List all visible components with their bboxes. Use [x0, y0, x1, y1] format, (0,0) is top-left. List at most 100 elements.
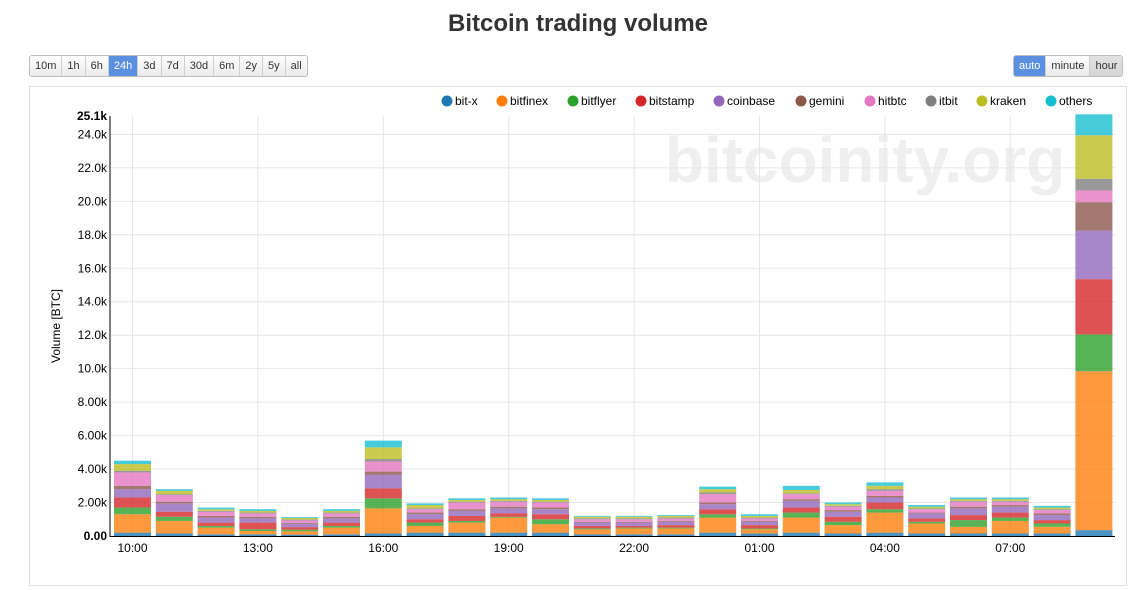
bar-segment-hitbtc: [657, 518, 695, 521]
resolution-minute-button[interactable]: minute: [1045, 56, 1089, 76]
bar-segment-bitstamp: [197, 522, 235, 526]
range-2y-button[interactable]: 2y: [239, 56, 262, 76]
legend-marker-bitfinex[interactable]: [496, 95, 508, 107]
bar-segment-bit-x: [824, 533, 862, 536]
bar-segment-bitfinex: [741, 529, 778, 534]
bar-segment-others: [991, 497, 1029, 500]
bar-segment-bitfinex: [239, 530, 277, 535]
legend-marker-itbit[interactable]: [925, 95, 937, 107]
bar-segment-hitbtc: [741, 518, 778, 521]
legend-label-bitstamp[interactable]: bitstamp: [649, 94, 695, 108]
legend-label-gemini[interactable]: gemini: [809, 94, 844, 108]
bar-segment-bitstamp: [406, 519, 444, 523]
bar-segment-bit-x: [699, 532, 737, 536]
y-tick-label: 8.00k: [78, 395, 108, 409]
legend-label-kraken[interactable]: kraken: [990, 94, 1026, 108]
y-tick-label: 6.00k: [78, 429, 108, 443]
legend-label-others[interactable]: others: [1059, 94, 1092, 108]
y-tick-label: 18.0k: [78, 228, 108, 242]
legend-marker-kraken[interactable]: [976, 95, 988, 107]
legend-marker-coinbase[interactable]: [713, 95, 725, 107]
bar-segment-bitstamp: [155, 511, 193, 517]
legend-label-bitfinex[interactable]: bitfinex: [510, 94, 548, 108]
bar-segment-bitflyer: [532, 519, 569, 525]
bar-segment-bitflyer: [114, 507, 151, 515]
bar-segment-itbit: [281, 519, 319, 521]
bar-segment-bitstamp: [532, 514, 569, 520]
bar-segment-kraken: [908, 506, 946, 509]
y-tick-label: 0.00: [84, 529, 108, 543]
bar-segment-coinbase: [824, 511, 862, 517]
legend-label-hitbtc[interactable]: hitbtc: [878, 94, 907, 108]
resolution-auto-button[interactable]: auto: [1014, 56, 1046, 76]
legend-marker-bit-x[interactable]: [441, 95, 453, 107]
bar-segment-bit-x: [908, 533, 946, 536]
range-3d-button[interactable]: 3d: [137, 56, 160, 76]
bar-segment-kraken: [741, 515, 778, 518]
bar-segment-bit-x: [615, 534, 653, 536]
bar-segment-kraken: [532, 500, 569, 502]
bar-segment-itbit: [991, 500, 1029, 502]
bar-segment-bitfinex: [448, 522, 486, 533]
bar-segment-hitbtc: [950, 501, 987, 507]
x-tick-label: 16:00: [368, 541, 398, 555]
bar-segment-bit-x: [490, 532, 528, 536]
bar-segment-gemini: [364, 471, 402, 475]
range-6h-button[interactable]: 6h: [84, 56, 108, 76]
bar-segment-bit-x: [782, 532, 820, 536]
resolution-selector: auto minute hour: [1013, 55, 1124, 77]
bar-segment-itbit: [782, 493, 820, 495]
legend-label-coinbase[interactable]: coinbase: [727, 94, 775, 108]
range-10m-button[interactable]: 10m: [35, 60, 57, 72]
legend-label-itbit[interactable]: itbit: [939, 94, 958, 108]
bar-segment-bitflyer: [364, 498, 402, 509]
bar-segment-bitflyer: [866, 509, 904, 513]
legend-marker-others[interactable]: [1045, 95, 1057, 107]
bar-segment-bit-x: [364, 533, 402, 536]
bar-segment-bitstamp: [1075, 279, 1113, 335]
bar-segment-itbit: [699, 492, 737, 495]
range-6m-button[interactable]: 6m: [213, 56, 239, 76]
range-7d-button[interactable]: 7d: [160, 56, 184, 76]
bar-segment-bitfinex: [782, 517, 820, 533]
bar-segment-coinbase: [239, 518, 277, 523]
bar-segment-gemini: [197, 515, 235, 518]
bar-segment-hitbtc: [866, 490, 904, 496]
bar-segment-bit-x: [239, 534, 277, 536]
bar-segment-bitstamp: [699, 509, 737, 515]
bar-segment-gemini: [1033, 513, 1071, 516]
range-30d-button[interactable]: 30d: [183, 56, 213, 76]
legend-label-bit-x[interactable]: bit-x: [455, 94, 478, 108]
resolution-hour-button[interactable]: hour: [1089, 56, 1123, 76]
range-5y-button[interactable]: 5y: [262, 56, 285, 76]
legend-marker-bitstamp[interactable]: [635, 95, 647, 107]
bar-segment-bitfinex: [281, 531, 319, 535]
bar-segment-gemini: [950, 506, 987, 509]
range-24h-button[interactable]: 24h: [107, 56, 138, 76]
bar-segment-others: [406, 503, 444, 506]
legend-marker-bitflyer[interactable]: [567, 95, 579, 107]
bar-segment-kraken: [448, 500, 486, 502]
bar-segment-bitflyer: [406, 522, 444, 526]
bar-segment-bitflyer: [741, 528, 778, 530]
bar-segment-kraken: [155, 490, 193, 495]
bar-segment-hitbtc: [406, 509, 444, 513]
legend-marker-gemini[interactable]: [795, 95, 807, 107]
bar-segment-gemini: [114, 485, 151, 490]
legend-marker-hitbtc[interactable]: [864, 95, 876, 107]
time-range-selector: 10m 1h 6h 24h 3d 7d 30d 6m 2y 5y all: [29, 55, 308, 77]
range-1h-button[interactable]: 1h: [61, 56, 84, 76]
legend-label-bitflyer[interactable]: bitflyer: [581, 94, 616, 108]
bar-segment-bit-x: [323, 534, 360, 536]
bar-segment-bit-x: [406, 532, 444, 536]
bar-segment-bitflyer: [155, 516, 193, 521]
bar-segment-bitflyer: [573, 528, 611, 530]
bar-segment-bitfinex: [323, 527, 360, 535]
bar-segment-itbit: [197, 510, 235, 512]
range-all-button[interactable]: all: [284, 56, 307, 76]
bar-segment-kraken: [239, 510, 277, 513]
x-tick-label: 07:00: [995, 541, 1025, 555]
bar-segment-gemini: [615, 521, 653, 523]
bar-segment-itbit: [908, 508, 946, 510]
bar-segment-hitbtc: [448, 502, 486, 510]
